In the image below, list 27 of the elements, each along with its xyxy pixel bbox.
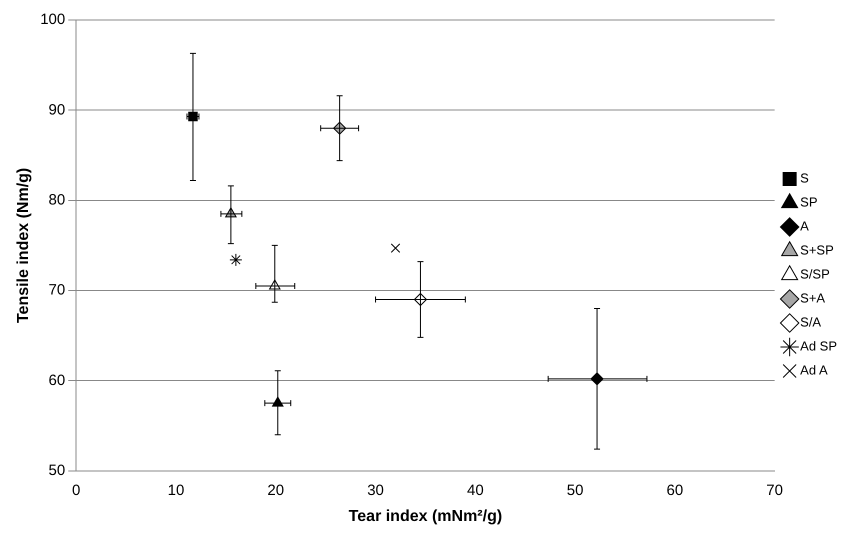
legend-label: Ad A <box>800 362 828 378</box>
legend-label: S+SP <box>800 242 834 258</box>
y-tick-label: 50 <box>48 462 66 479</box>
legend-label: S/A <box>800 314 822 330</box>
x-tick-label: 70 <box>766 482 783 499</box>
y-tick-label: 70 <box>48 282 66 299</box>
x-tick-label: 10 <box>168 482 184 499</box>
x-tick-label: 40 <box>466 482 484 499</box>
y-tick-label: 100 <box>40 11 66 28</box>
legend-label: Ad SP <box>800 338 838 354</box>
y-tick-label: 90 <box>48 101 66 118</box>
point <box>229 253 242 266</box>
x-tick-label: 50 <box>566 482 584 499</box>
legend-label: A <box>800 218 810 234</box>
x-axis-title: Tear index (mNm²/g) <box>348 508 502 525</box>
y-axis-title: Tensile index (Nm/g) <box>15 168 32 324</box>
y-tick-label: 60 <box>48 372 66 389</box>
y-tick-label: 80 <box>48 191 66 208</box>
x-tick-label: 60 <box>666 482 684 499</box>
legend-label: S+A <box>800 290 826 306</box>
x-tick-label: 20 <box>267 482 284 499</box>
x-tick-label: 30 <box>367 482 384 499</box>
point <box>390 243 400 253</box>
legend-label: S/SP <box>800 266 830 282</box>
legend-label: S <box>800 170 810 186</box>
legend-label: SP <box>800 194 818 210</box>
x-tick-label: 0 <box>72 482 80 499</box>
